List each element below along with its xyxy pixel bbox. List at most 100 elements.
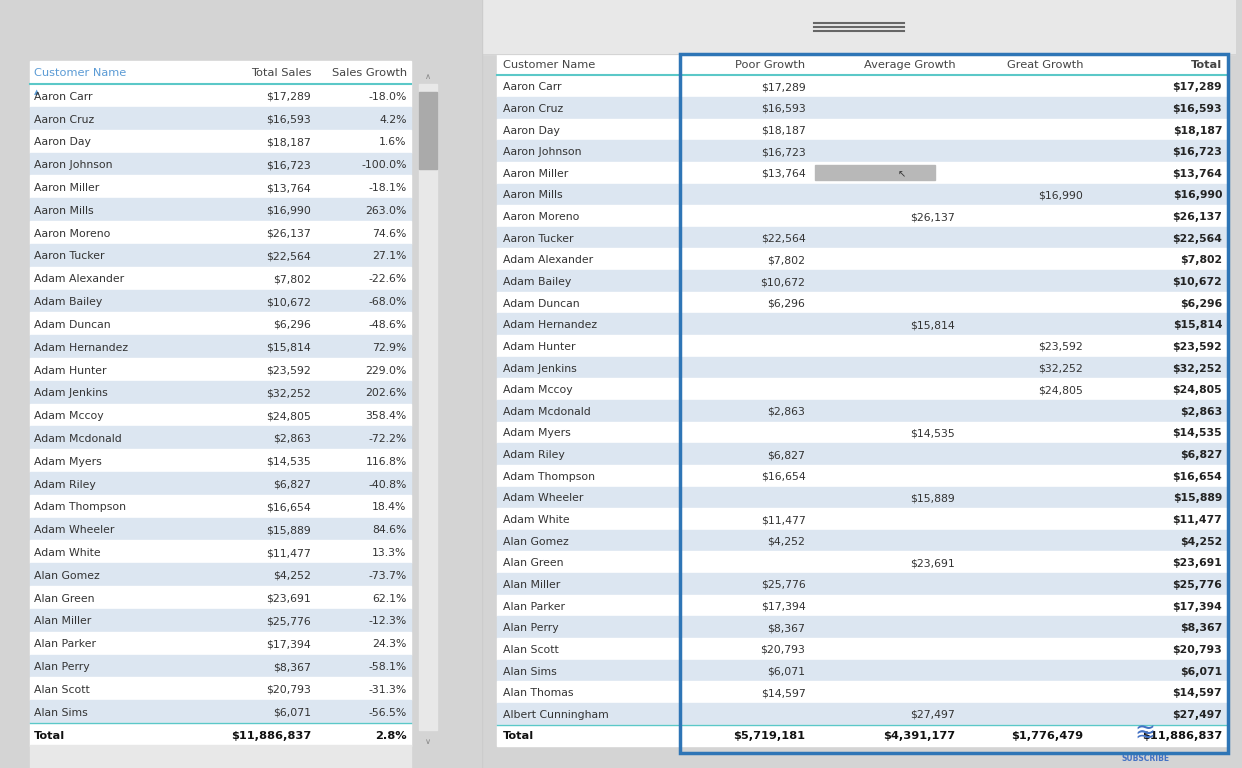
Text: $16,723: $16,723 [1172, 147, 1222, 157]
Bar [30, 426, 411, 449]
Bar [30, 632, 411, 654]
Bar [497, 335, 1228, 356]
Text: Adam White: Adam White [34, 548, 101, 558]
Text: Adam Wheeler: Adam Wheeler [34, 525, 114, 535]
Text: $13,764: $13,764 [1172, 169, 1222, 179]
Text: $14,535: $14,535 [267, 457, 312, 467]
Bar [30, 61, 411, 84]
Text: $6,071: $6,071 [1180, 667, 1222, 677]
Bar [497, 75, 1228, 97]
Text: 229.0%: 229.0% [365, 366, 406, 376]
Text: $15,889: $15,889 [267, 525, 312, 535]
Text: $5,719,181: $5,719,181 [733, 731, 805, 741]
Bar [497, 617, 1228, 638]
Bar [497, 249, 1228, 270]
Text: $6,827: $6,827 [1180, 450, 1222, 460]
Text: 62.1%: 62.1% [373, 594, 406, 604]
Text: $4,252: $4,252 [273, 571, 312, 581]
Text: $26,137: $26,137 [1172, 212, 1222, 222]
Text: $11,477: $11,477 [760, 515, 805, 525]
Text: Adam Thompson: Adam Thompson [34, 502, 125, 512]
Text: Adam Myers: Adam Myers [503, 429, 571, 439]
Text: $24,805: $24,805 [1038, 386, 1083, 396]
Text: Adam Wheeler: Adam Wheeler [503, 493, 584, 503]
Bar [497, 465, 1228, 486]
Text: Total Sales: Total Sales [251, 68, 312, 78]
Text: $6,296: $6,296 [768, 299, 805, 309]
Text: $2,863: $2,863 [273, 434, 312, 444]
Text: 13.3%: 13.3% [373, 548, 406, 558]
Text: $15,814: $15,814 [910, 320, 955, 330]
Text: $11,477: $11,477 [1172, 515, 1222, 525]
Bar [420, 84, 437, 730]
Text: -73.7%: -73.7% [369, 571, 406, 581]
Text: Adam Mcdonald: Adam Mcdonald [503, 407, 591, 417]
Text: $10,672: $10,672 [1172, 277, 1222, 287]
Bar [497, 97, 1228, 119]
Text: -56.5%: -56.5% [369, 708, 406, 718]
Bar [497, 681, 1228, 703]
Text: $17,289: $17,289 [760, 82, 805, 92]
Text: Aaron Miller: Aaron Miller [503, 169, 569, 179]
Bar [30, 586, 411, 609]
Bar [30, 198, 411, 221]
Text: Adam Riley: Adam Riley [34, 479, 96, 490]
Text: Alan Miller: Alan Miller [503, 580, 560, 590]
Text: $23,691: $23,691 [267, 594, 312, 604]
Text: $7,802: $7,802 [768, 256, 805, 266]
Bar [30, 313, 411, 335]
Text: $7,802: $7,802 [273, 274, 312, 284]
Text: Alan Perry: Alan Perry [503, 623, 559, 634]
Text: Adam Hunter: Adam Hunter [503, 342, 575, 352]
Text: ↖: ↖ [898, 170, 905, 180]
Text: Alan Green: Alan Green [503, 558, 564, 568]
Text: Total: Total [503, 731, 534, 741]
Text: $32,252: $32,252 [1038, 363, 1083, 373]
Text: ▲: ▲ [34, 89, 40, 95]
Text: $13,764: $13,764 [760, 169, 805, 179]
Bar [30, 221, 411, 244]
Bar [30, 266, 411, 290]
Text: Customer Name: Customer Name [34, 68, 127, 78]
Text: $10,672: $10,672 [760, 277, 805, 287]
Bar [30, 449, 411, 472]
Text: Alan Parker: Alan Parker [503, 601, 565, 611]
Text: $17,394: $17,394 [267, 639, 312, 649]
Text: Adam Mccoy: Adam Mccoy [34, 411, 103, 421]
Bar [497, 573, 1228, 594]
Text: $20,793: $20,793 [267, 685, 312, 695]
Bar [30, 609, 411, 632]
Text: $14,535: $14,535 [1172, 429, 1222, 439]
Text: 263.0%: 263.0% [365, 206, 406, 216]
Bar [30, 335, 411, 358]
Bar [497, 205, 1228, 227]
Text: $24,805: $24,805 [267, 411, 312, 421]
Bar [30, 495, 411, 518]
Bar [497, 422, 1228, 443]
Bar [30, 518, 411, 541]
Text: Alan Scott: Alan Scott [503, 645, 559, 655]
Text: 4.2%: 4.2% [379, 114, 406, 124]
Text: -31.3%: -31.3% [369, 685, 406, 695]
Text: $2,863: $2,863 [1180, 407, 1222, 417]
Bar [30, 358, 411, 381]
Text: $24,805: $24,805 [1172, 386, 1222, 396]
Text: Aaron Tucker: Aaron Tucker [34, 251, 104, 261]
Text: Sales Growth: Sales Growth [332, 68, 406, 78]
Text: Adam Alexander: Adam Alexander [34, 274, 124, 284]
Text: $15,889: $15,889 [910, 493, 955, 503]
Text: $25,776: $25,776 [760, 580, 805, 590]
Text: $11,886,837: $11,886,837 [1141, 731, 1222, 741]
Text: $6,071: $6,071 [273, 708, 312, 718]
Text: $16,654: $16,654 [760, 472, 805, 482]
Bar [30, 723, 411, 746]
Text: Aaron Mills: Aaron Mills [503, 190, 563, 200]
Text: $13,764: $13,764 [267, 183, 312, 193]
Text: ≋: ≋ [1135, 721, 1156, 746]
Text: $7,802: $7,802 [1180, 256, 1222, 266]
Text: $15,814: $15,814 [1172, 320, 1222, 330]
Text: Alan Green: Alan Green [34, 594, 94, 604]
Text: Adam Mccoy: Adam Mccoy [503, 386, 573, 396]
Bar [497, 184, 1228, 205]
Text: Adam Myers: Adam Myers [34, 457, 102, 467]
